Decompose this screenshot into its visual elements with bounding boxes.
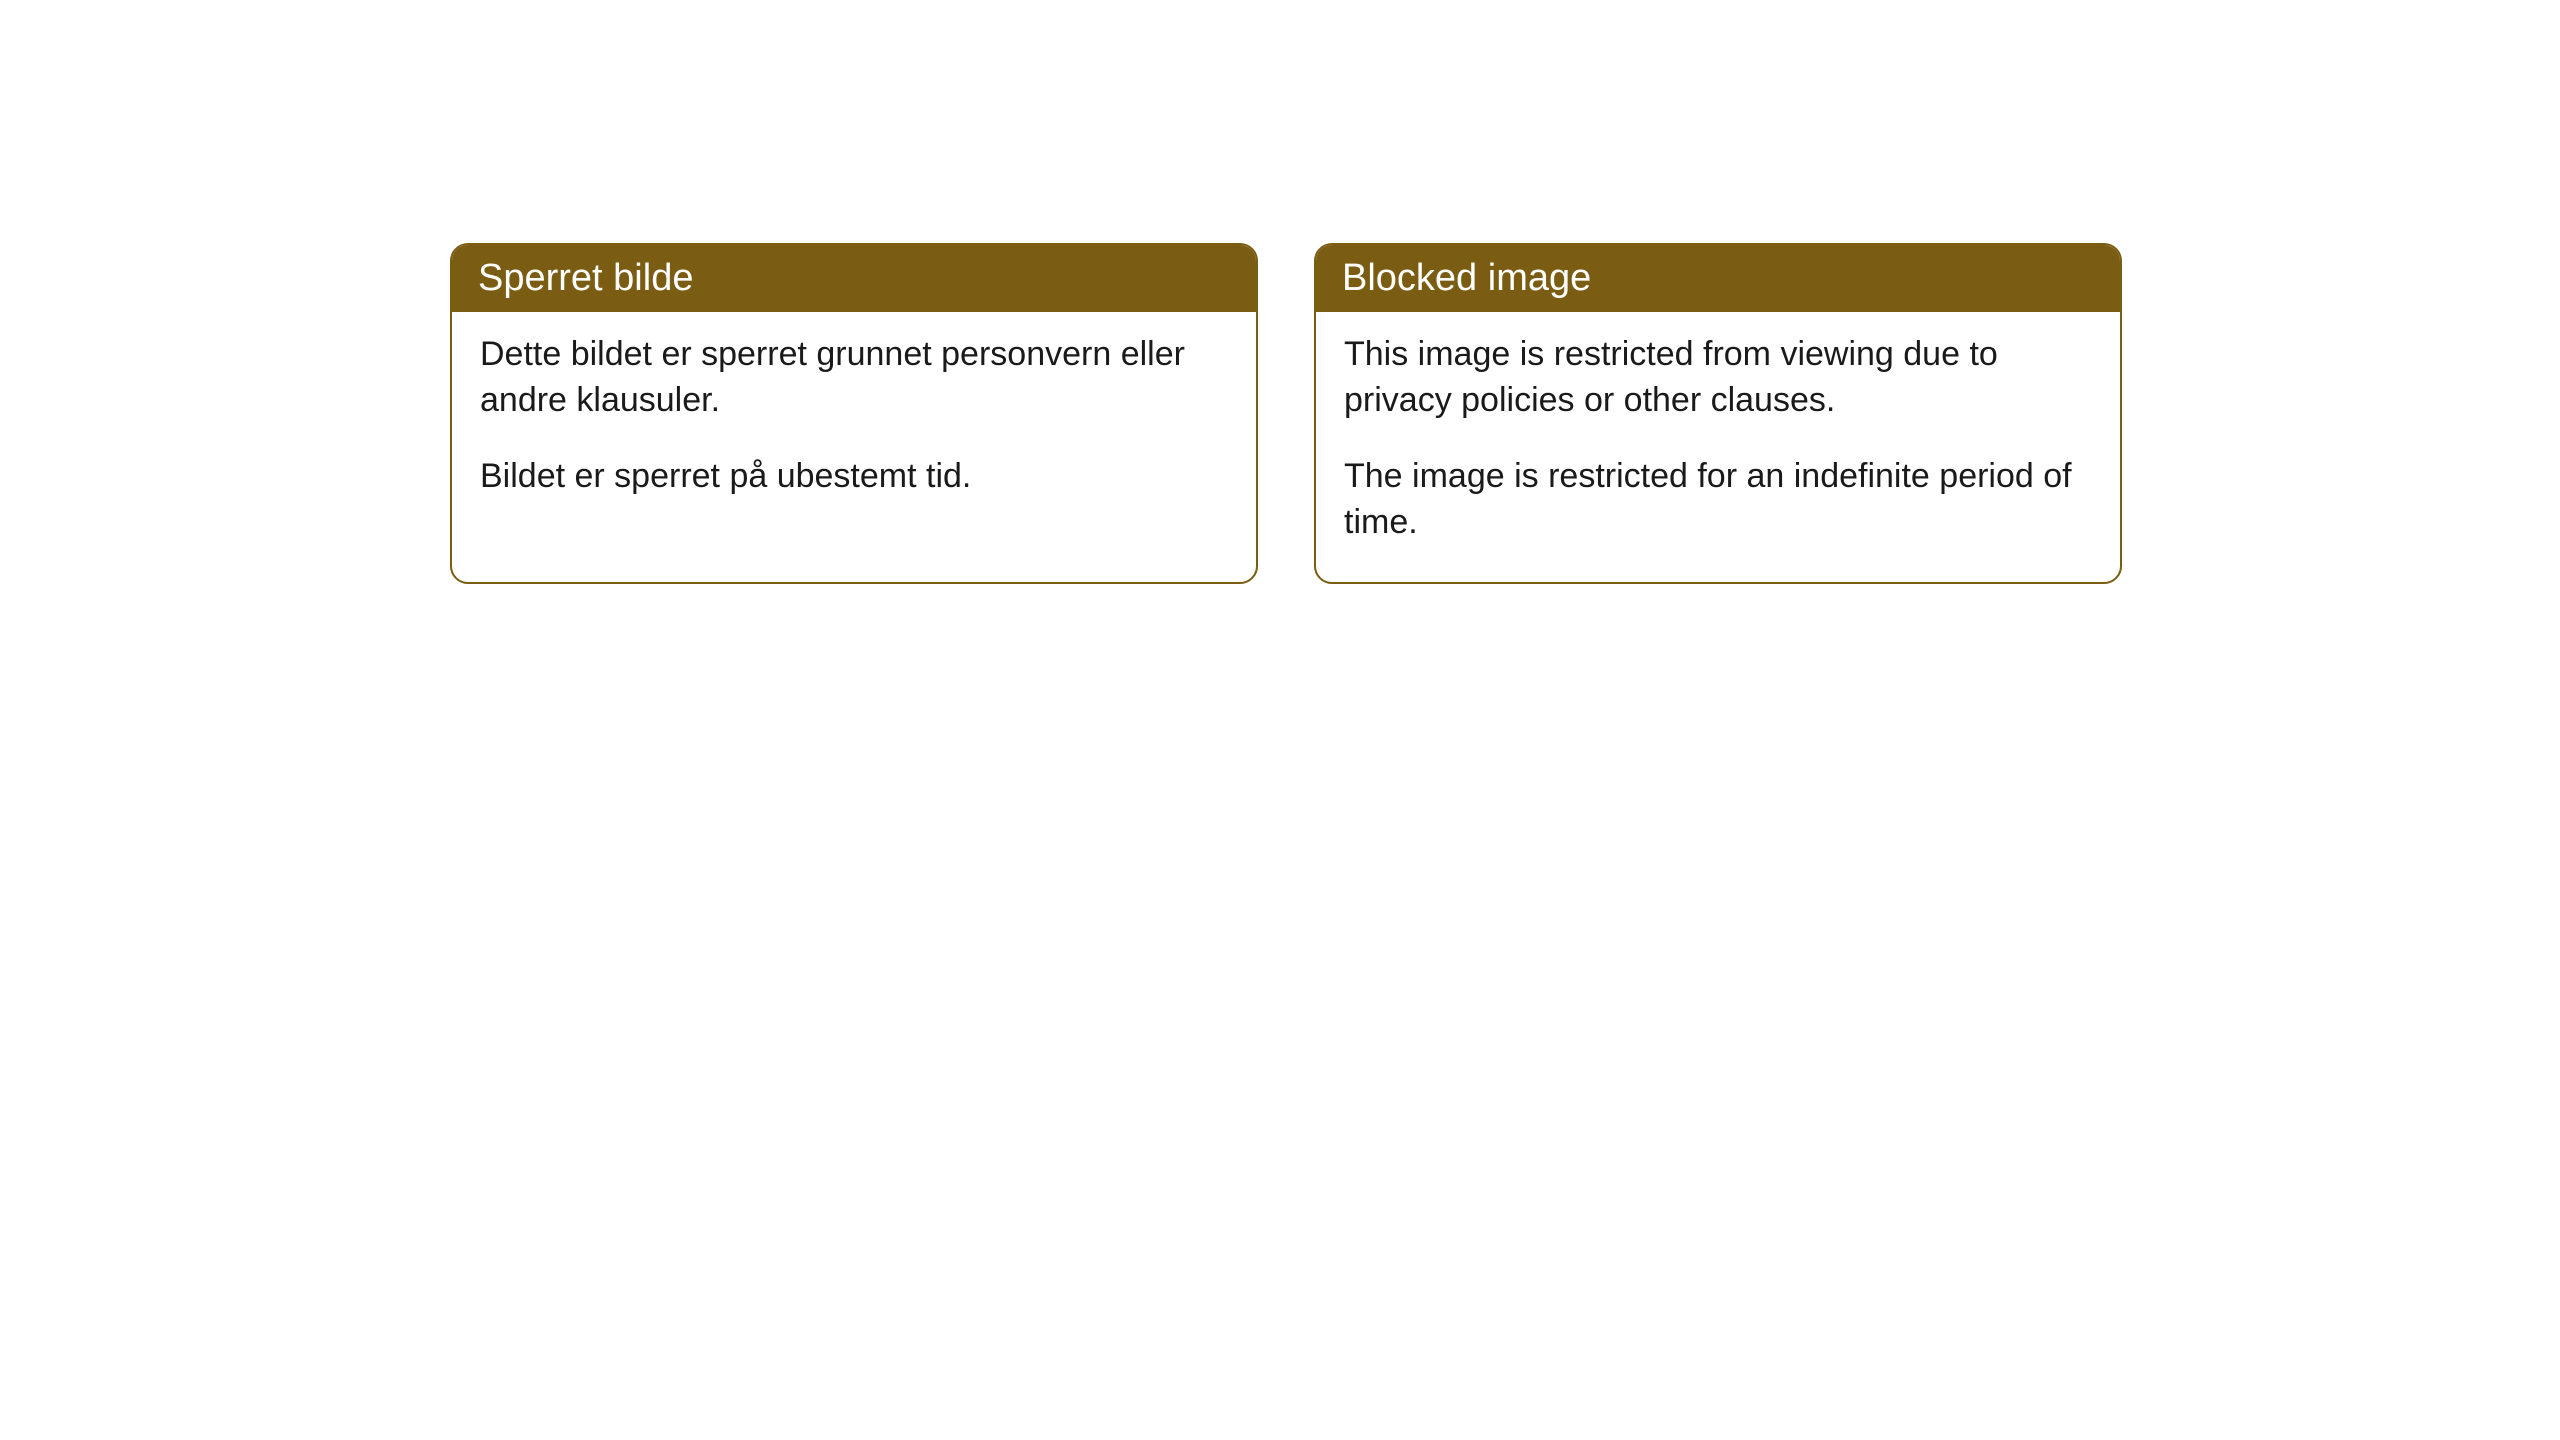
- card-paragraph-1-norwegian: Dette bildet er sperret grunnet personve…: [480, 332, 1228, 424]
- card-paragraph-2-norwegian: Bildet er sperret på ubestemt tid.: [480, 454, 1228, 500]
- card-paragraph-1-english: This image is restricted from viewing du…: [1344, 332, 2092, 424]
- card-body-english: This image is restricted from viewing du…: [1316, 312, 2120, 582]
- card-title-english: Blocked image: [1316, 245, 2120, 312]
- card-paragraph-2-english: The image is restricted for an indefinit…: [1344, 454, 2092, 546]
- card-body-norwegian: Dette bildet er sperret grunnet personve…: [452, 312, 1256, 536]
- blocked-image-card-english: Blocked image This image is restricted f…: [1314, 243, 2122, 584]
- card-title-norwegian: Sperret bilde: [452, 245, 1256, 312]
- blocked-image-card-norwegian: Sperret bilde Dette bildet er sperret gr…: [450, 243, 1258, 584]
- notice-cards-container: Sperret bilde Dette bildet er sperret gr…: [450, 243, 2122, 584]
